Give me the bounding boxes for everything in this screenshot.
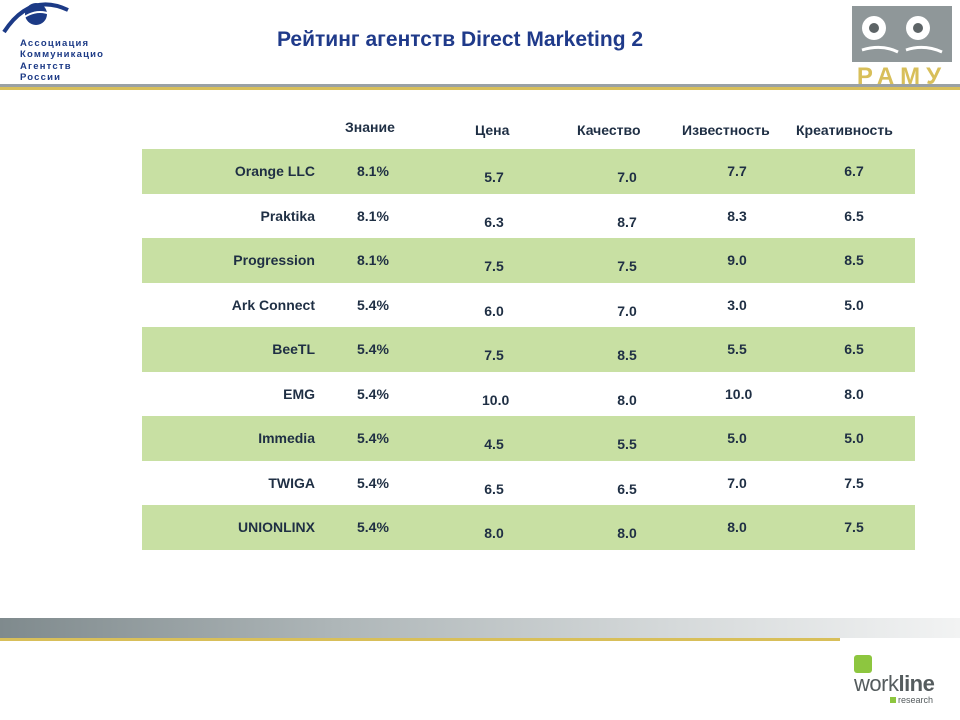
- cell-znanie: 5.4%: [357, 430, 389, 446]
- agency-name: Praktika: [260, 207, 315, 224]
- cell-kachestvo: 6.5: [617, 480, 637, 497]
- agency-name: BeeTL: [272, 341, 315, 357]
- footer-gold-line: [0, 638, 840, 641]
- agency-name: Orange LLC: [234, 163, 315, 179]
- workline-word-bold: line: [898, 671, 935, 696]
- page-title: Рейтинг агентств Direct Marketing 2: [276, 28, 644, 51]
- cell-znanie: 5.4%: [357, 474, 389, 491]
- eye-logo-icon: [2, 2, 69, 34]
- workline-dot-icon: [890, 697, 896, 703]
- cell-znanie: 5.4%: [357, 519, 389, 535]
- workline-word-light: work: [854, 671, 899, 696]
- cell-znanie: 8.1%: [357, 207, 389, 224]
- cell-kreativnost: 8.0: [844, 385, 864, 402]
- header-divider-gold: [0, 87, 960, 90]
- logo-line: России: [20, 71, 62, 83]
- logo-line: Коммуникацио: [20, 49, 105, 61]
- cell-kreativnost: 8.5: [844, 252, 864, 268]
- cell-kachestvo: 8.7: [617, 213, 637, 230]
- cell-cena: 6.0: [484, 302, 504, 319]
- cell-cena: 5.7: [484, 169, 504, 185]
- cell-kreativnost: 6.5: [844, 341, 864, 357]
- logo-line: Агентств: [20, 60, 72, 72]
- table-row: Progression 8.1% 7.5 7.5 9.0 8.5: [142, 238, 915, 283]
- workline-logo: workline research: [850, 655, 950, 705]
- akar-logo-text: Ассоциация Коммуникацио Агентств России: [20, 38, 104, 83]
- table-row: Praktika 8.1% 6.3 8.7 8.3 6.5: [142, 194, 915, 239]
- cell-cena: 6.3: [484, 213, 504, 230]
- cell-kreativnost: 5.0: [844, 430, 864, 446]
- workline-research-label: research: [898, 695, 934, 705]
- table-row: UNIONLINX 5.4% 8.0 8.0 8.0 7.5: [142, 505, 915, 550]
- ramu-logo: РАМУ: [852, 6, 952, 90]
- cell-kreativnost: 7.5: [844, 519, 864, 535]
- cell-kachestvo: 7.0: [617, 302, 637, 319]
- header-znanie: Знание: [345, 119, 395, 135]
- agency-name: Immedia: [258, 430, 315, 446]
- cell-izvestnost: 8.3: [727, 207, 747, 224]
- cell-znanie: 5.4%: [357, 341, 389, 357]
- footer-bar: [0, 618, 960, 638]
- header-cena: Цена: [475, 122, 510, 138]
- cell-cena: 10.0: [482, 391, 510, 408]
- cell-izvestnost: 5.0: [727, 430, 747, 446]
- table-row: BeeTL 5.4% 7.5 8.5 5.5 6.5: [142, 327, 915, 372]
- cell-izvestnost: 10.0: [725, 385, 753, 402]
- cell-izvestnost: 5.5: [727, 341, 747, 357]
- ratings-table: Знание Цена Качество Известность Креатив…: [142, 100, 915, 550]
- cell-znanie: 5.4%: [357, 296, 389, 313]
- header-divider: [0, 84, 960, 87]
- cell-kachestvo: 8.5: [617, 347, 637, 363]
- table-row: Ark Connect 5.4% 6.0 7.0 3.0 5.0: [142, 283, 915, 328]
- agency-name: Ark Connect: [231, 296, 315, 313]
- cell-kachestvo: 8.0: [617, 525, 637, 541]
- cell-znanie: 8.1%: [357, 252, 389, 268]
- header-izvestnost: Известность: [682, 122, 770, 138]
- cell-izvestnost: 9.0: [727, 252, 747, 268]
- cell-cena: 4.5: [484, 436, 504, 452]
- table-row: Orange LLC 8.1% 5.7 7.0 7.7 6.7: [142, 149, 915, 194]
- table-row: TWIGA 5.4% 6.5 6.5 7.0 7.5: [142, 461, 915, 506]
- cell-cena: 7.5: [484, 347, 504, 363]
- cell-kachestvo: 7.0: [617, 169, 637, 185]
- agency-name: Progression: [233, 252, 315, 268]
- cell-izvestnost: 8.0: [727, 519, 747, 535]
- agency-name: EMG: [283, 385, 315, 402]
- cell-izvestnost: 7.7: [727, 163, 747, 179]
- workline-square-icon: [854, 655, 872, 673]
- workline-wordmark: workline: [854, 671, 935, 697]
- logo-line: Ассоциация: [20, 38, 90, 49]
- cell-cena: 7.5: [484, 258, 504, 274]
- cell-izvestnost: 3.0: [727, 296, 747, 313]
- agency-name: TWIGA: [268, 474, 315, 491]
- table-row: Immedia 5.4% 4.5 5.5 5.0 5.0: [142, 416, 915, 461]
- table-header-row: Знание Цена Качество Известность Креатив…: [142, 100, 915, 149]
- cell-znanie: 5.4%: [357, 385, 389, 402]
- cell-cena: 6.5: [484, 480, 504, 497]
- cell-kachestvo: 8.0: [617, 391, 637, 408]
- akar-logo: Ассоциация Коммуникацио Агентств России: [0, 0, 135, 85]
- cell-kreativnost: 5.0: [844, 296, 864, 313]
- cell-izvestnost: 7.0: [727, 474, 747, 491]
- cell-kachestvo: 7.5: [617, 258, 637, 274]
- header-kachestvo: Качество: [577, 122, 641, 138]
- workline-research: research: [890, 695, 933, 705]
- agency-name: UNIONLINX: [238, 519, 315, 535]
- cell-kreativnost: 6.7: [844, 163, 864, 179]
- table-row: EMG 5.4% 10.0 8.0 10.0 8.0: [142, 372, 915, 417]
- cell-kreativnost: 7.5: [844, 474, 864, 491]
- cell-kreativnost: 6.5: [844, 207, 864, 224]
- cell-cena: 8.0: [484, 525, 504, 541]
- cell-kachestvo: 5.5: [617, 436, 637, 452]
- cell-znanie: 8.1%: [357, 163, 389, 179]
- header-kreativnost: Креативность: [796, 122, 893, 138]
